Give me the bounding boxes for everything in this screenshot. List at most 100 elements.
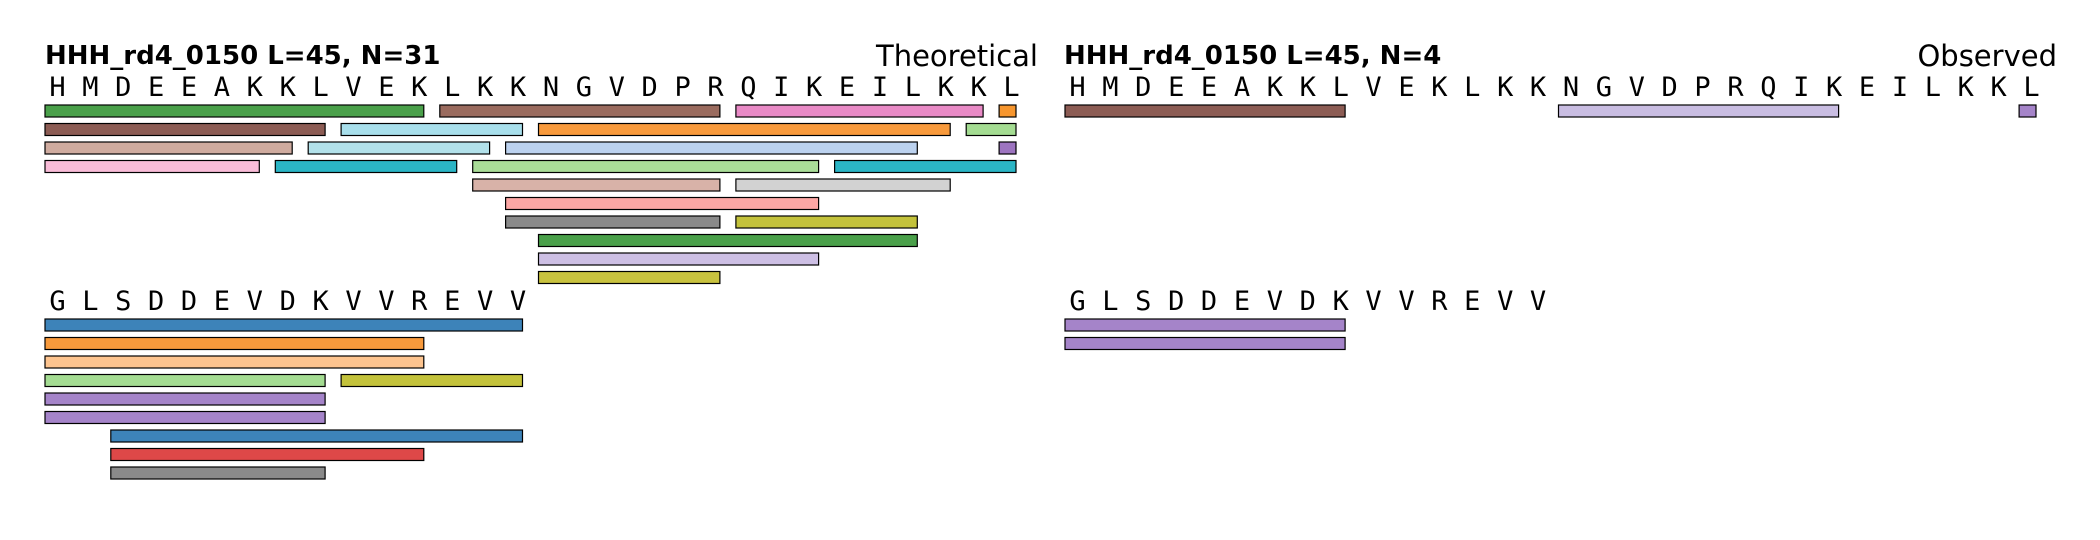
residue-letter: K xyxy=(1990,72,2007,103)
residue-letter: V xyxy=(1497,286,1513,317)
peptide-segment-bar xyxy=(44,141,293,155)
residue-letter: K xyxy=(1300,72,1317,103)
residue-letter: S xyxy=(115,286,131,317)
residue-letter: K xyxy=(1958,72,1975,103)
peptide-segment-bar xyxy=(537,252,820,266)
residue-letter: V xyxy=(247,286,263,317)
residue-letter: K xyxy=(477,72,494,103)
residue-letter: D xyxy=(641,72,657,103)
peptide-segment-bar xyxy=(44,159,260,174)
residue-letter: K xyxy=(970,72,987,103)
residue-letter: V xyxy=(1365,286,1381,317)
residue-letter: D xyxy=(148,286,164,317)
residue-letter: L xyxy=(2023,72,2039,103)
residue-letter: E xyxy=(378,72,394,103)
peptide-segment-bar xyxy=(1064,318,1346,332)
peptide-segment-bar xyxy=(110,447,425,462)
peptide-segment-bar xyxy=(340,122,524,137)
peptide-segment-bar xyxy=(340,373,524,388)
residue-letter: K xyxy=(411,72,428,103)
residue-letter: E xyxy=(444,286,460,317)
residue-letter: E xyxy=(1859,72,1875,103)
residue-letter: H xyxy=(1069,72,1085,103)
residue-letter: N xyxy=(1563,72,1579,103)
peptide-segment-bar xyxy=(44,104,425,118)
residue-letter: S xyxy=(1135,286,1151,317)
peptide-segment-bar xyxy=(44,355,425,369)
residue-letter: D xyxy=(280,286,296,317)
peptide-segment-bar xyxy=(110,466,326,480)
residue-letter: L xyxy=(1102,286,1118,317)
peptide-segment-bar xyxy=(998,141,1017,155)
residue-letter: D xyxy=(1661,72,1677,103)
residue-letter: D xyxy=(1201,286,1217,317)
residue-letter: K xyxy=(1826,72,1843,103)
residue-letter: E xyxy=(214,286,230,317)
residue-letter: V xyxy=(345,286,361,317)
residue-letter: D xyxy=(181,286,197,317)
peptide-segment-bar xyxy=(537,122,951,137)
peptide-segment-bar xyxy=(965,122,1017,137)
residue-letter: K xyxy=(1497,72,1514,103)
residue-letter: K xyxy=(1267,72,1284,103)
peptide-segment-bar xyxy=(998,104,1017,118)
residue-letter: E xyxy=(148,72,164,103)
residue-letter: D xyxy=(1300,286,1316,317)
residue-letter: V xyxy=(378,286,394,317)
residue-letter: N xyxy=(543,72,559,103)
residue-letter: L xyxy=(1003,72,1019,103)
residue-letter: V xyxy=(1530,286,1546,317)
residue-letter: K xyxy=(1530,72,1547,103)
residue-letter: E xyxy=(839,72,855,103)
residue-letter: R xyxy=(707,72,724,103)
residue-letter: V xyxy=(609,72,625,103)
observed-panel-title: HHH_rd4_0150 L=45, N=4 xyxy=(1064,41,1441,71)
residue-letter: G xyxy=(1069,286,1085,317)
residue-letter: L xyxy=(444,72,460,103)
peptide-segment-bar xyxy=(1064,336,1346,351)
residue-letter: H xyxy=(49,72,65,103)
residue-letter: K xyxy=(806,72,823,103)
residue-letter: L xyxy=(1333,72,1349,103)
peptide-segment-bar xyxy=(44,318,524,332)
residue-letter: V xyxy=(345,72,361,103)
peptide-segment-bar xyxy=(735,178,951,192)
residue-letter: K xyxy=(510,72,527,103)
peptide-segment-bar xyxy=(735,215,918,229)
residue-letter: M xyxy=(1102,72,1118,103)
peptide-segment-bar xyxy=(1557,104,1840,118)
residue-letter: R xyxy=(411,286,428,317)
residue-letter: G xyxy=(1596,72,1612,103)
residue-letter: G xyxy=(49,286,65,317)
residue-letter: I xyxy=(773,72,789,103)
peptide-segment-bar xyxy=(833,159,1017,174)
residue-letter: K xyxy=(1431,72,1448,103)
residue-letter: A xyxy=(214,72,230,103)
residue-letter: L xyxy=(1925,72,1941,103)
peptide-segment-bar xyxy=(307,141,491,155)
residue-letter: M xyxy=(82,72,98,103)
residue-letter: E xyxy=(1201,72,1217,103)
residue-letter: L xyxy=(312,72,328,103)
peptide-segment-bar xyxy=(44,373,326,388)
peptide-segment-bar xyxy=(44,122,326,137)
residue-letter: Q xyxy=(740,72,756,103)
peptide-segment-bar xyxy=(44,410,326,425)
residue-letter: E xyxy=(181,72,197,103)
residue-letter: I xyxy=(1793,72,1809,103)
theoretical-mode-label: Theoretical xyxy=(875,39,1038,73)
residue-letter: G xyxy=(576,72,592,103)
residue-letter: D xyxy=(1168,286,1184,317)
peptide-segment-bar xyxy=(505,196,820,211)
residue-letter: E xyxy=(1464,286,1480,317)
residue-letter: V xyxy=(1398,286,1414,317)
residue-letter: K xyxy=(280,72,297,103)
residue-letter: P xyxy=(1694,72,1710,103)
residue-letter: I xyxy=(872,72,888,103)
